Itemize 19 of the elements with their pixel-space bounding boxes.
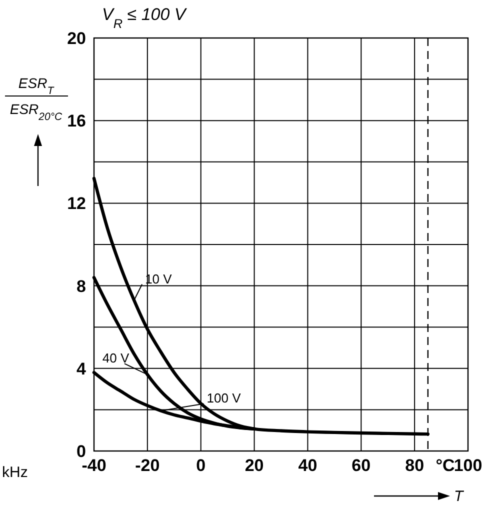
chart-title: V$_{R}$ ≤ 100 V	[102, 5, 188, 30]
y-tick-label: 8	[76, 276, 86, 296]
y-tick-label: 20	[67, 28, 86, 48]
series-label: 40 V	[102, 350, 130, 366]
x-tick-label: 0	[196, 456, 206, 475]
y-axis-title: ESR$_{T}$ ESR$_{20°C}$	[10, 75, 63, 123]
text: kHz	[2, 464, 28, 481]
y-tick-label: 16	[67, 112, 86, 131]
text: °C	[436, 456, 455, 475]
y-tick-label: 4	[76, 359, 87, 378]
x-tick-label: -20	[135, 456, 160, 475]
legend-label: 100 V	[206, 390, 242, 406]
x-tick-label: 60	[352, 456, 371, 475]
y-tick-label: 12	[67, 194, 86, 214]
x-tick-label: 100	[454, 456, 482, 475]
x-tick-label: 80	[405, 456, 424, 475]
x-tick-label: 40	[298, 456, 318, 475]
x-axis-title: T	[454, 488, 465, 505]
x-tick-label: 20	[244, 456, 264, 475]
